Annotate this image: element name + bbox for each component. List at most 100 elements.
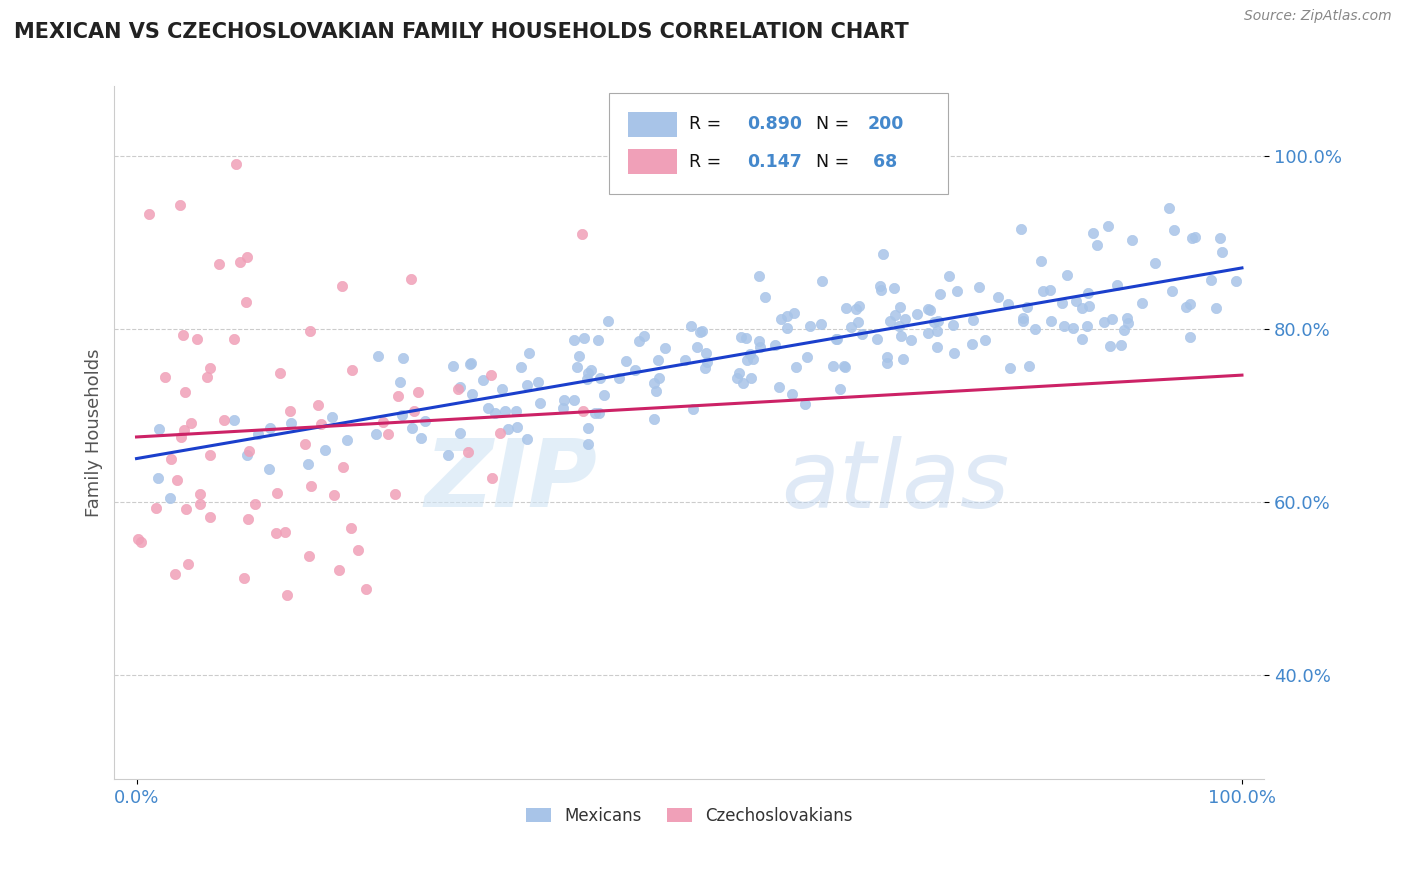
Point: [1053, 319, 1076, 334]
Point: [294, 437, 316, 451]
Point: [477, 401, 499, 416]
Point: [1077, 286, 1099, 301]
Point: [643, 412, 665, 426]
Point: [243, 497, 266, 511]
Point: [322, 488, 344, 502]
Point: [929, 286, 952, 301]
Point: [510, 359, 533, 374]
Point: [224, 332, 246, 346]
Point: [166, 473, 188, 487]
Point: [799, 319, 821, 334]
Text: MEXICAN VS CZECHOSLOVAKIAN FAMILY HOUSEHOLDS CORRELATION CHART: MEXICAN VS CZECHOSLOVAKIAN FAMILY HOUSEH…: [14, 22, 908, 42]
Point: [236, 251, 259, 265]
Point: [974, 333, 997, 347]
Point: [298, 549, 321, 563]
Point: [686, 340, 709, 354]
Point: [1000, 360, 1022, 375]
Point: [235, 295, 257, 310]
Point: [314, 442, 336, 457]
Point: [962, 313, 984, 327]
Point: [413, 414, 436, 428]
Point: [529, 396, 551, 410]
Point: [780, 386, 803, 401]
Point: [169, 430, 191, 444]
Point: [278, 404, 301, 418]
Point: [1114, 323, 1136, 337]
Point: [740, 371, 762, 385]
Point: [494, 404, 516, 418]
Point: [1121, 233, 1143, 247]
Point: [588, 406, 610, 420]
Point: [1178, 297, 1201, 311]
Point: [276, 588, 298, 602]
Point: [526, 376, 548, 390]
Point: [568, 349, 591, 363]
Point: [748, 268, 770, 283]
Point: [728, 366, 751, 380]
Point: [879, 314, 901, 328]
Point: [177, 557, 200, 571]
Point: [905, 307, 928, 321]
Point: [925, 324, 948, 338]
Text: N =: N =: [815, 115, 849, 134]
Point: [1225, 274, 1247, 288]
Point: [1012, 314, 1035, 328]
Point: [354, 582, 377, 597]
Point: [347, 543, 370, 558]
Point: [148, 422, 170, 436]
Point: [689, 325, 711, 339]
Point: [627, 334, 650, 348]
Point: [506, 420, 529, 434]
Point: [1174, 300, 1197, 314]
Point: [825, 332, 848, 346]
Point: [236, 448, 259, 462]
Point: [200, 448, 222, 462]
Point: [264, 526, 287, 541]
Point: [891, 352, 914, 367]
Point: [491, 382, 513, 396]
Point: [458, 357, 481, 371]
Point: [673, 352, 696, 367]
Point: [236, 511, 259, 525]
Point: [997, 296, 1019, 310]
Point: [1077, 299, 1099, 313]
Point: [449, 380, 471, 394]
Point: [460, 387, 482, 401]
Point: [516, 432, 538, 446]
Point: [1143, 256, 1166, 270]
Point: [364, 426, 387, 441]
Point: [505, 403, 527, 417]
Point: [654, 341, 676, 355]
Point: [960, 337, 983, 351]
Point: [883, 281, 905, 295]
Point: [489, 426, 512, 441]
Point: [208, 257, 231, 271]
Point: [232, 571, 254, 585]
Point: [496, 422, 519, 436]
Point: [146, 471, 169, 485]
Point: [238, 444, 260, 458]
Point: [299, 324, 322, 338]
Point: [436, 449, 458, 463]
Point: [922, 315, 945, 329]
Point: [259, 420, 281, 434]
Point: [938, 268, 960, 283]
Point: [457, 445, 479, 459]
Point: [565, 359, 588, 374]
Point: [225, 157, 247, 171]
Point: [917, 326, 939, 341]
Point: [404, 404, 426, 418]
Point: [572, 331, 595, 345]
Point: [846, 315, 869, 329]
Point: [738, 347, 761, 361]
Point: [198, 360, 221, 375]
Point: [1116, 316, 1139, 330]
Point: [1097, 219, 1119, 234]
Point: [768, 380, 790, 394]
Point: [145, 501, 167, 516]
Point: [1184, 230, 1206, 244]
Point: [1024, 322, 1046, 336]
Point: [173, 423, 195, 437]
Point: [682, 402, 704, 417]
Point: [581, 363, 603, 377]
